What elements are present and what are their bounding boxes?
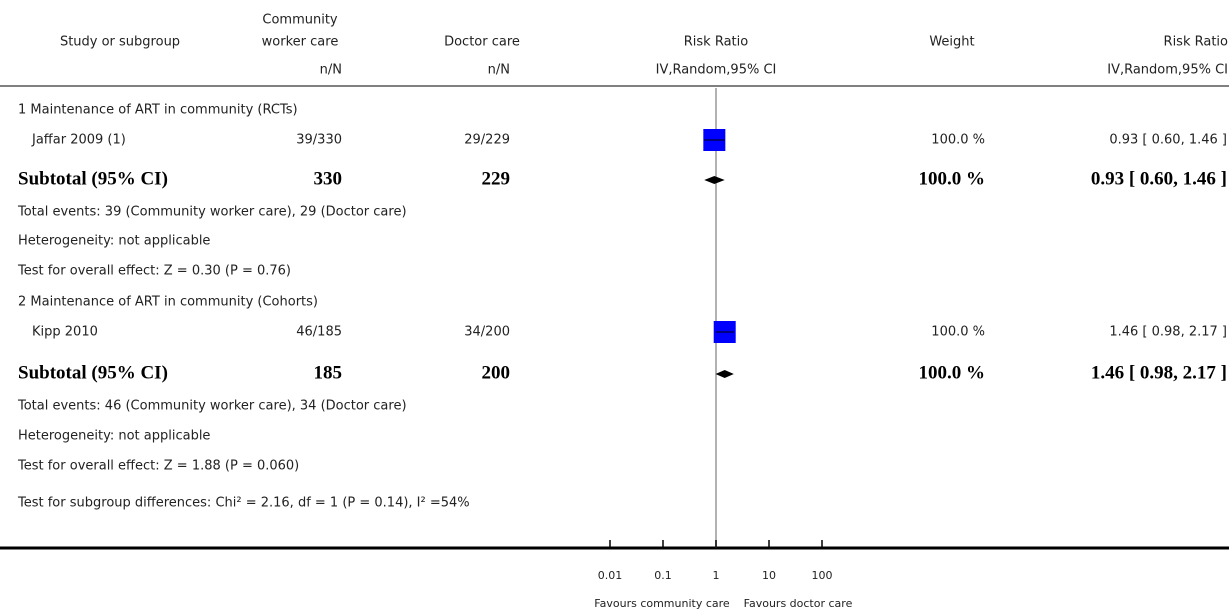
effect-label: 0.93 [ 0.60, 1.46 ] (1109, 133, 1227, 148)
control: 229 (482, 168, 511, 189)
weight: 100.0 % (919, 168, 986, 189)
x-tick-label: 10 (762, 569, 776, 582)
subheader: IV,Random,95% CI (1107, 63, 1228, 78)
note: Total events: 46 (Community worker care)… (17, 399, 407, 414)
header-control: Doctor care (444, 35, 520, 50)
subheader: n/N (488, 63, 510, 78)
effect-label: 1.46 [ 0.98, 2.17 ] (1109, 325, 1227, 340)
x-tick-label: 100 (812, 569, 833, 582)
experimental: 46/185 (296, 325, 342, 340)
header-study: Study or subgroup (60, 35, 180, 50)
x-label-left: Favours community care (594, 597, 730, 610)
weight: 100.0 % (931, 133, 985, 148)
x-tick-label: 0.01 (598, 569, 623, 582)
subgroup-heading: 1 Maintenance of ART in community (RCTs) (18, 103, 298, 118)
header-plot: Risk Ratio (684, 35, 749, 50)
header-experimental: Community (262, 13, 338, 28)
subgroup-heading: 2 Maintenance of ART in community (Cohor… (18, 295, 318, 310)
experimental: 185 (314, 362, 343, 383)
note: Test for overall effect: Z = 1.88 (P = 0… (17, 459, 299, 474)
note: Test for subgroup differences: Chi² = 2.… (17, 496, 470, 511)
study-name: Subtotal (95% CI) (18, 168, 168, 189)
diamond (715, 370, 734, 378)
header-effect: Risk Ratio (1164, 35, 1229, 50)
header-experimental: worker care (262, 35, 339, 50)
experimental: 39/330 (296, 133, 342, 148)
x-tick-label: 0.1 (654, 569, 672, 582)
diamond (704, 176, 725, 184)
subheader: IV,Random,95% CI (656, 63, 777, 78)
control: 29/229 (464, 133, 510, 148)
header-weight: Weight (929, 35, 974, 50)
study-name: Jaffar 2009 (1) (31, 133, 126, 148)
study-name: Kipp 2010 (32, 325, 98, 340)
experimental: 330 (314, 168, 343, 189)
weight: 100.0 % (919, 362, 986, 383)
weight: 100.0 % (931, 325, 985, 340)
effect-label: 1.46 [ 0.98, 2.17 ] (1091, 362, 1227, 383)
control: 34/200 (464, 325, 510, 340)
effect-label: 0.93 [ 0.60, 1.46 ] (1091, 168, 1227, 189)
note: Heterogeneity: not applicable (18, 429, 210, 444)
subheader: n/N (320, 63, 342, 78)
x-tick-label: 1 (713, 569, 720, 582)
note: Heterogeneity: not applicable (18, 234, 210, 249)
note: Total events: 39 (Community worker care)… (17, 205, 407, 220)
x-label-right: Favours doctor care (744, 597, 853, 610)
note: Test for overall effect: Z = 0.30 (P = 0… (17, 264, 291, 279)
control: 200 (482, 362, 511, 383)
study-name: Subtotal (95% CI) (18, 362, 168, 383)
